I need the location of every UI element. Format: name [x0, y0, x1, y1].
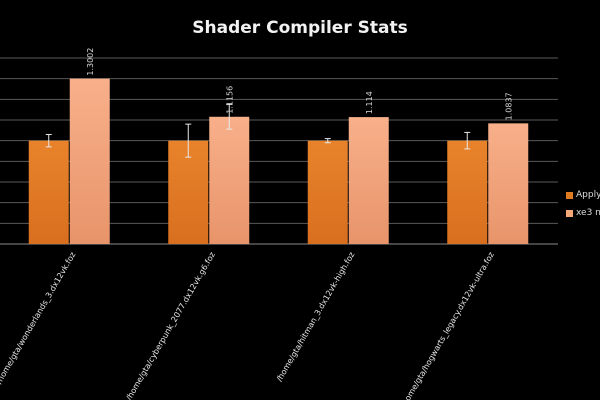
bar-apply-2	[307, 140, 348, 244]
data-labels: 1.3002 1.1156 1.114 1.0837	[86, 48, 514, 121]
bar-xe3-0	[69, 78, 110, 244]
bars	[28, 78, 529, 244]
data-label-1: 1.1156	[225, 86, 234, 114]
category-label-3: /home/gta/hogwarts_legacy.dx12vk-ultra.f…	[399, 251, 496, 400]
chart-title: Shader Compiler Stats	[192, 18, 408, 38]
legend-swatch-1	[566, 209, 573, 217]
bar-xe3-2	[348, 117, 389, 244]
data-label-0: 1.3002	[86, 48, 95, 76]
legend-label-0: Apply	[576, 190, 600, 200]
legend-swatch-0	[566, 191, 573, 199]
legend-label-1: xe3 n	[576, 208, 600, 218]
category-label-1: /home/gta/cyberpunk_2077.dx12vk.g6.foz	[124, 251, 217, 400]
category-labels: /home/gta/wonderlands_3.dx12vk.foz/home/…	[0, 251, 496, 400]
bar-apply-0	[28, 140, 69, 244]
bar-xe3-1	[209, 116, 250, 244]
category-label-0: /home/gta/wonderlands_3.dx12vk.foz	[0, 251, 77, 386]
legend-item-1: xe3 n	[566, 204, 600, 222]
data-label-3: 1.0837	[504, 92, 513, 120]
bar-xe3-3	[488, 123, 529, 244]
legend-item-0: Apply	[566, 186, 600, 204]
legend: Apply xe3 n	[566, 186, 600, 222]
category-label-2: /home/gta/hitman_3.dx12vk-high.foz	[275, 251, 357, 384]
bar-apply-1	[168, 140, 209, 244]
data-label-2: 1.114	[365, 91, 374, 114]
bar-apply-3	[447, 140, 488, 244]
